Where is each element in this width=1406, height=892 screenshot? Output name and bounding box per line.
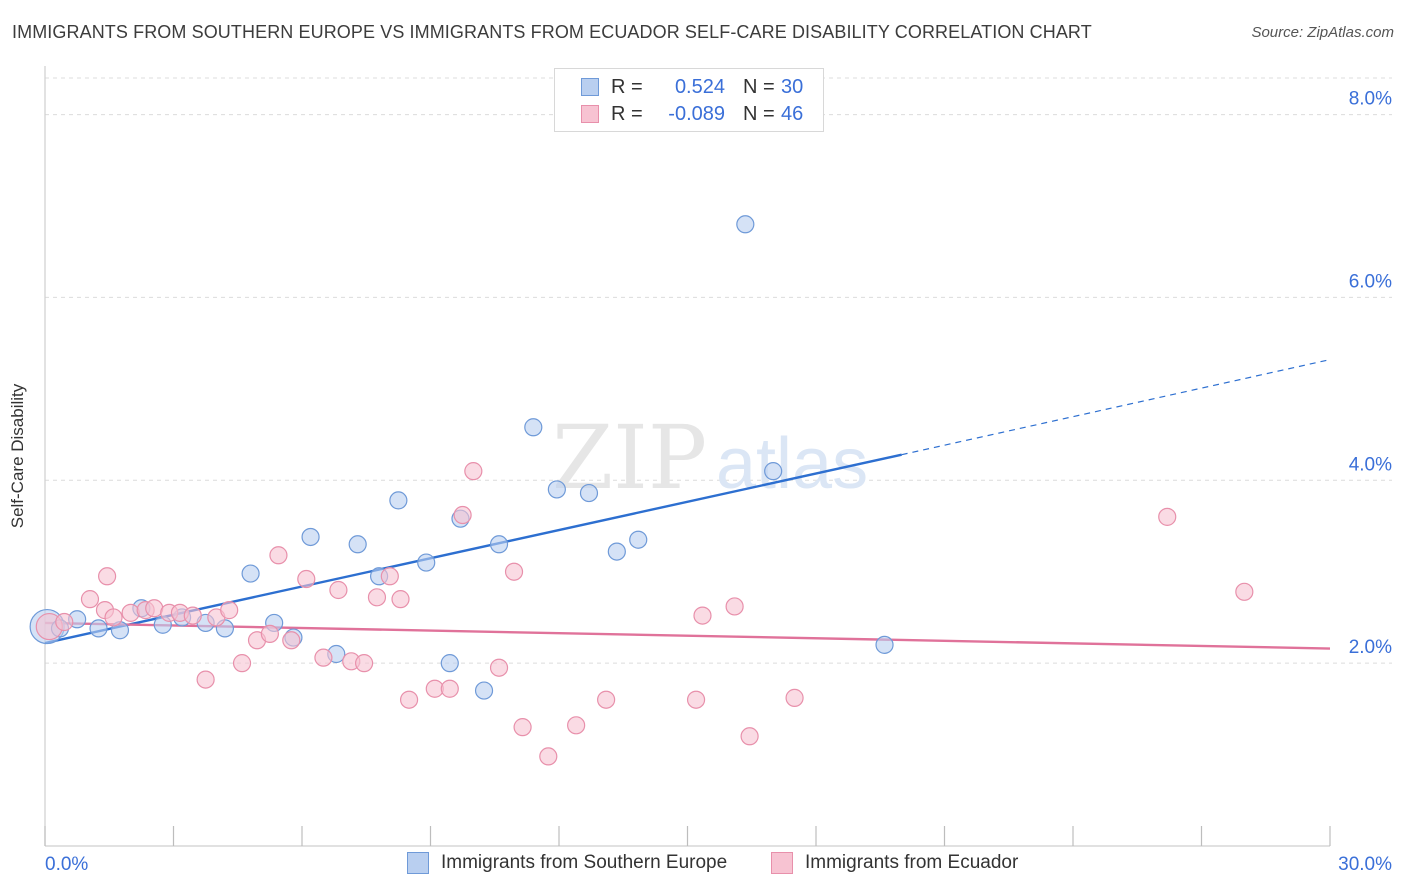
data-point-ecuador	[693, 606, 712, 625]
data-point-southern-europe	[301, 527, 320, 547]
legend-swatch-blue	[581, 78, 599, 96]
data-point-southern-europe	[348, 535, 367, 554]
legend-r-label: R =	[611, 102, 643, 125]
watermark: ZIP atlas	[552, 406, 868, 509]
data-point-ecuador	[121, 603, 140, 622]
legend-swatch-pink	[581, 105, 599, 123]
data-point-ecuador	[183, 606, 202, 625]
x-tick-label: 30.0%	[1338, 854, 1392, 875]
bottom-legend-swatch-blue	[407, 852, 429, 874]
data-point-southern-europe	[440, 654, 459, 673]
bottom-legend-item-ecuador: Immigrants from Ecuador	[771, 852, 1018, 874]
data-point-southern-europe	[389, 491, 408, 510]
data-point-ecuador	[220, 601, 239, 620]
trend-line-ecuador	[44, 621, 1331, 650]
bottom-legend-label: Immigrants from Ecuador	[805, 852, 1019, 873]
data-point-ecuador	[355, 654, 374, 673]
data-point-ecuador	[513, 718, 532, 737]
legend-r-value: -0.089	[668, 102, 725, 125]
data-point-ecuador	[104, 608, 123, 627]
data-point-southern-europe	[629, 530, 648, 549]
data-point-southern-europe	[875, 635, 894, 654]
data-points	[29, 215, 1254, 766]
data-point-southern-europe	[489, 535, 509, 554]
legend-n-value: 30	[781, 75, 804, 98]
axes	[44, 66, 1331, 847]
data-point-ecuador	[196, 670, 215, 689]
data-point-ecuador	[314, 648, 333, 667]
watermark-zip: ZIP	[552, 406, 707, 509]
bottom-legend-swatch-pink	[771, 852, 793, 874]
y-tick-label: 6.0%	[1349, 271, 1392, 292]
legend-row-ecuador: R = -0.089 N = 46	[555, 101, 803, 127]
data-point-southern-europe	[579, 483, 599, 503]
legend-n-value: 46	[781, 102, 804, 125]
data-point-ecuador	[740, 727, 759, 746]
x-tick-label: 0.0%	[45, 854, 88, 875]
data-point-ecuador	[1158, 507, 1177, 526]
data-point-ecuador	[391, 590, 410, 609]
trend-line-southern-europe-extension	[901, 359, 1331, 456]
data-point-ecuador	[367, 588, 387, 607]
data-point-ecuador	[399, 690, 419, 709]
data-point-ecuador	[440, 679, 459, 698]
legend-n-label: N =	[743, 102, 775, 125]
data-point-ecuador	[489, 658, 509, 677]
data-point-ecuador	[464, 462, 483, 481]
data-point-ecuador	[725, 597, 744, 616]
data-point-ecuador	[453, 505, 472, 525]
data-point-southern-europe	[474, 681, 494, 700]
data-point-ecuador	[504, 562, 524, 581]
data-point-ecuador	[297, 569, 316, 589]
legend-r-label: R =	[611, 75, 643, 98]
data-point-ecuador	[145, 599, 164, 618]
data-point-ecuador	[380, 567, 399, 586]
data-point-ecuador	[282, 631, 301, 650]
data-point-southern-europe	[547, 480, 566, 499]
data-point-ecuador	[55, 612, 74, 632]
data-point-southern-europe	[607, 542, 626, 561]
legend-r-value: 0.524	[674, 75, 725, 98]
data-point-southern-europe	[764, 462, 783, 481]
y-tick-label: 2.0%	[1349, 637, 1392, 658]
source-label: Source: ZipAtlas.com	[1251, 24, 1394, 41]
data-point-ecuador	[260, 624, 279, 643]
data-point-southern-europe	[524, 418, 543, 437]
data-point-southern-europe	[417, 553, 436, 572]
tick-labels: 2.0% 4.0% 6.0% 8.0% 0.0% 30.0%	[45, 89, 1392, 875]
chart-title: IMMIGRANTS FROM SOUTHERN EUROPE VS IMMIG…	[12, 22, 1092, 42]
data-point-ecuador	[232, 654, 252, 673]
y-tick-label: 8.0%	[1349, 89, 1392, 110]
correlation-legend: R = 0.524 N = 30 R = -0.089 N = 46	[554, 68, 824, 132]
data-point-southern-europe	[736, 215, 755, 234]
data-point-ecuador	[597, 690, 616, 709]
y-tick-label: 4.0%	[1349, 454, 1392, 475]
data-point-southern-europe	[241, 564, 260, 583]
data-point-ecuador	[80, 590, 100, 609]
legend-row-southern-europe: R = 0.524 N = 30	[555, 74, 803, 100]
bottom-legend-label: Immigrants from Southern Europe	[441, 852, 728, 873]
data-point-ecuador	[785, 688, 804, 707]
legend-n-label: N =	[743, 75, 775, 98]
data-point-ecuador	[686, 690, 706, 709]
data-point-ecuador	[269, 546, 288, 565]
watermark-atlas: atlas	[716, 424, 868, 504]
data-point-ecuador	[329, 580, 348, 600]
data-point-ecuador	[567, 716, 586, 735]
bottom-legend-item-southern-europe: Immigrants from Southern Europe	[407, 852, 727, 874]
data-point-ecuador	[539, 747, 558, 766]
data-point-ecuador	[98, 567, 117, 586]
data-point-ecuador	[1235, 582, 1254, 601]
data-point-southern-europe	[89, 619, 108, 638]
